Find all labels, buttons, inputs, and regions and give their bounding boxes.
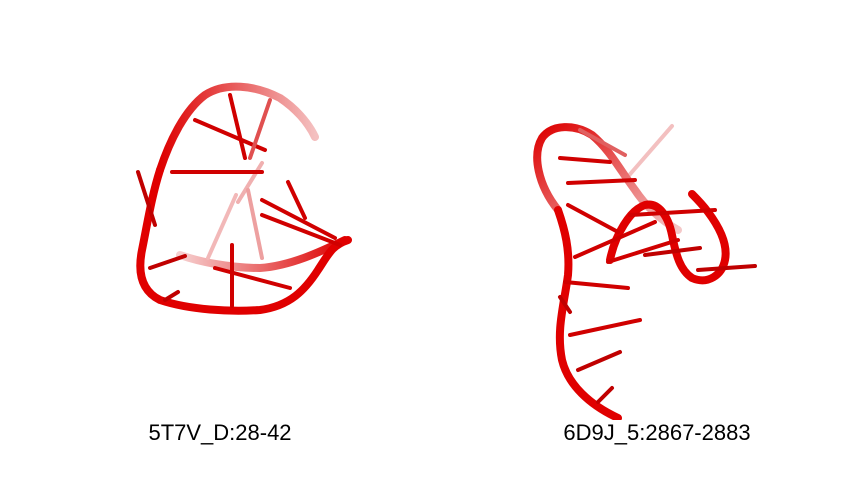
base (570, 320, 640, 335)
base (598, 388, 612, 402)
rna-structure-6d9j (430, 0, 860, 420)
base-faded (625, 126, 672, 180)
base (288, 182, 305, 218)
structure-label: 6D9J_5:2867-2883 (442, 420, 860, 446)
base (560, 158, 610, 162)
structure-panel-left: 5T7V_D:28-42 (0, 0, 430, 480)
base (568, 205, 618, 232)
base (630, 210, 715, 215)
base (578, 352, 620, 370)
structure-panel-right: 6D9J_5:2867-2883 (430, 0, 860, 480)
base (698, 266, 755, 270)
rna-structure-5t7v (0, 0, 430, 420)
base (165, 292, 178, 300)
base (565, 282, 628, 288)
base (230, 95, 245, 158)
structure-label: 5T7V_D:28-42 (5, 420, 435, 446)
base (150, 256, 185, 268)
base-faded (248, 190, 262, 258)
